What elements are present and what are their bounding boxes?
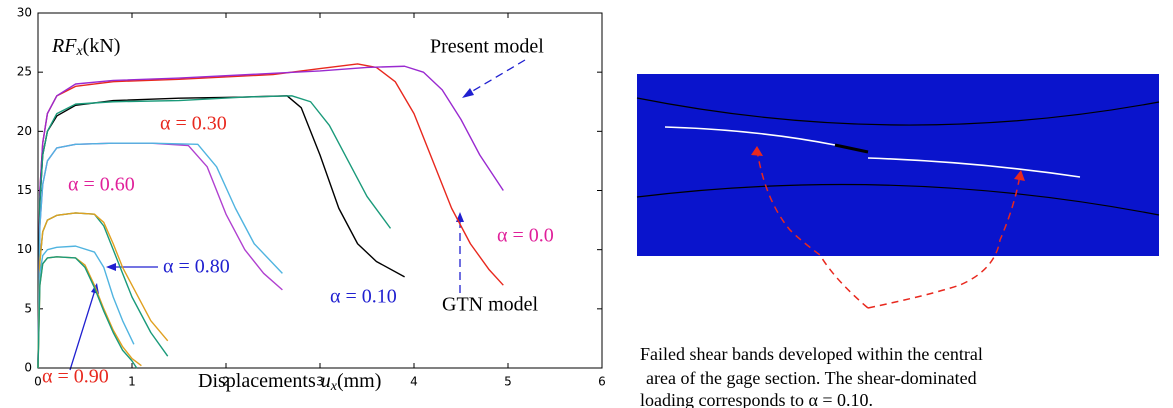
data-line [37,212,169,369]
y-tick-label: 25 [17,65,32,79]
data-line [37,256,138,369]
annotation: α = 0.60 [68,174,135,196]
annotation: α = 0.10 [330,286,397,308]
y-tick-label: 30 [17,6,32,20]
annotation: α = 0.0 [497,225,554,247]
y-tick-label: 20 [17,124,32,138]
pointer [756,149,869,309]
arrowhead [456,212,464,222]
x-tick-label: 0 [34,375,42,389]
x-tick-label: 2 [222,375,230,389]
annotation: Present model [430,36,544,58]
arrowhead [462,88,474,98]
y-axis-label-part: RF [51,35,77,57]
data-line [37,63,504,369]
x-tick-label: 5 [504,375,512,389]
x-axis-label-part: Displacements [198,370,321,392]
y-tick-label: 5 [24,301,32,315]
annotation: GTN model [442,294,539,316]
fe-image [636,74,1160,309]
y-axis-label-part: (kN) [83,35,121,57]
x-axis-label: Displacements ux(mm) [198,370,381,395]
y-tick-label: 10 [17,242,32,256]
data-line [37,142,283,369]
x-axis-label-part: x [330,379,338,394]
annotation: α = 0.80 [163,256,230,278]
data-line [37,245,135,369]
arrow [465,59,526,96]
data-line [37,95,392,369]
arrowhead [106,263,116,271]
caption-line: Failed shear bands developed within the … [640,344,983,364]
x-axis-label-part: (mm) [337,370,381,392]
x-tick-label: 6 [598,375,606,389]
y-axis-label-part: x [75,44,83,59]
shear-band [867,157,1081,178]
arrow [69,289,96,371]
data-line [37,212,169,369]
pointer [867,174,1021,309]
y-axis-label: RFx(kN) [51,35,120,60]
upper-boundary [636,97,1160,126]
x-tick-label: 1 [128,375,136,389]
x-tick-label: 3 [316,375,324,389]
mesh-background [637,74,1159,256]
x-axis-label-part: u [321,370,331,392]
caption-line: loading corresponds to α = 0.10. [640,390,873,408]
y-tick-label: 0 [24,361,32,375]
chart-arrows [69,59,526,371]
data-line [37,95,405,369]
shear-band [664,126,836,146]
shear-band [834,143,869,154]
data-line [37,65,504,369]
y-tick-label: 15 [17,183,32,197]
annotation: α = 0.90 [42,366,109,388]
caption-line: area of the gage section. The shear-domi… [646,368,977,388]
x-tick-label: 4 [410,375,418,389]
lower-boundary [636,183,1160,216]
annotation: α = 0.30 [160,113,227,135]
